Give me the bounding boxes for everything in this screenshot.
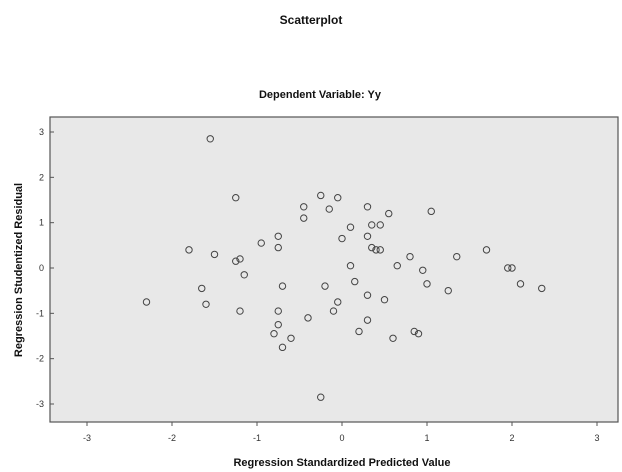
x-tick-label: 1	[424, 433, 429, 443]
data-point	[453, 252, 461, 261]
data-point	[380, 296, 389, 304]
x-tick-label: -2	[168, 433, 176, 443]
data-point	[325, 205, 333, 213]
data-point	[210, 250, 219, 259]
data-point	[206, 135, 214, 143]
data-point	[351, 277, 359, 286]
data-point	[427, 207, 435, 216]
data-point	[482, 246, 491, 254]
data-point	[393, 262, 401, 270]
x-axis: -3 -2 -1 0 1 2 3	[83, 422, 600, 443]
data-point	[278, 282, 287, 290]
x-tick-label: 3	[594, 433, 599, 443]
data-point	[363, 232, 372, 240]
data-point	[334, 194, 342, 202]
data-point	[257, 239, 265, 247]
data-points	[142, 135, 546, 401]
data-point	[385, 209, 393, 218]
data-point	[317, 393, 325, 401]
data-point	[338, 234, 346, 243]
data-point	[516, 280, 525, 288]
y-tick-label: 3	[39, 127, 44, 137]
data-point	[236, 255, 244, 263]
data-point	[278, 343, 287, 352]
y-axis: 3 2 1 0 -1 -2 -3	[36, 127, 54, 409]
data-point	[376, 246, 384, 254]
x-tick-label: -3	[83, 433, 91, 443]
y-tick-label: 0	[39, 263, 44, 273]
data-point	[363, 203, 372, 211]
data-point	[232, 257, 240, 265]
x-tick-label: 2	[509, 433, 514, 443]
data-point	[142, 298, 151, 306]
data-point	[444, 286, 452, 295]
data-point	[274, 232, 282, 240]
data-point	[274, 307, 282, 315]
data-point	[321, 282, 329, 290]
data-point	[504, 264, 512, 272]
data-point	[368, 221, 376, 229]
data-point	[274, 243, 282, 252]
data-point	[300, 203, 308, 211]
data-point	[304, 314, 312, 322]
data-point	[355, 327, 363, 336]
data-point	[363, 291, 372, 299]
data-point	[287, 334, 295, 342]
data-point	[368, 243, 376, 252]
data-point	[372, 246, 380, 254]
data-point	[202, 300, 210, 308]
y-axis-title: Regression Studentized Residual	[13, 183, 25, 357]
data-point	[329, 307, 338, 315]
data-point	[508, 264, 516, 272]
data-point	[270, 330, 278, 338]
data-point	[389, 334, 397, 342]
data-point	[300, 214, 308, 222]
data-point	[423, 280, 431, 288]
data-point	[274, 320, 282, 329]
chart-subtitle: Dependent Variable: Yy	[259, 89, 382, 101]
data-point	[232, 194, 240, 202]
y-tick-label: -2	[36, 354, 44, 364]
data-point	[363, 316, 372, 324]
x-axis-title: Regression Standardized Predicted Value	[233, 457, 450, 469]
data-point	[419, 266, 427, 274]
data-point	[236, 307, 244, 315]
data-point	[376, 221, 384, 229]
data-point	[410, 327, 418, 336]
data-point	[334, 298, 342, 306]
y-tick-label: -1	[36, 308, 44, 318]
data-point	[406, 252, 414, 261]
y-tick-label: 2	[39, 172, 44, 182]
x-tick-label: 0	[339, 433, 344, 443]
data-point	[346, 223, 355, 231]
data-point	[198, 284, 206, 293]
data-point	[538, 284, 546, 293]
x-tick-label: -1	[253, 433, 261, 443]
data-point	[317, 191, 325, 200]
data-point	[240, 271, 248, 279]
chart-title: Scatterplot	[280, 13, 343, 27]
data-point	[185, 246, 193, 254]
data-point	[346, 262, 355, 270]
y-tick-label: 1	[39, 218, 44, 228]
y-tick-label: -3	[36, 399, 44, 409]
data-point	[414, 330, 423, 338]
plot-area	[49, 116, 619, 423]
